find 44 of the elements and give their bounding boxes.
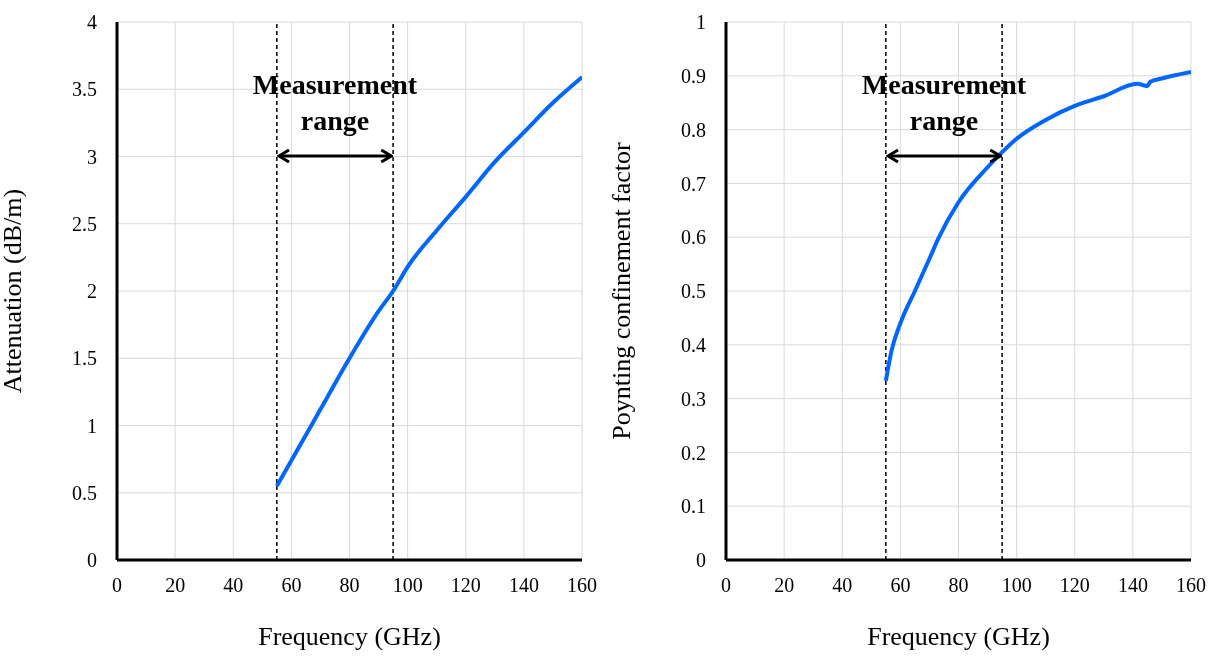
x-tick-label: 80	[339, 574, 360, 597]
x-tick-label: 40	[223, 574, 244, 597]
y-tick-label: 3	[87, 145, 97, 168]
x-tick-label: 20	[774, 574, 795, 597]
y-tick-label: 0.6	[681, 226, 706, 249]
y-tick-label: 1.5	[72, 347, 97, 370]
y-tick-label: 0	[696, 549, 706, 572]
x-axis-title: Frequency (GHz)	[867, 622, 1050, 651]
y-tick-label: 3.5	[72, 78, 97, 101]
x-tick-label: 100	[392, 574, 423, 597]
annotation: Measurement range	[860, 68, 1028, 138]
y-tick-label: 2	[87, 280, 97, 303]
x-tick-label: 160	[567, 574, 597, 597]
y-tick-label: 0.5	[681, 280, 706, 303]
y-tick-label: 0.3	[681, 387, 706, 410]
x-tick-label: 120	[1059, 574, 1090, 597]
y-tick-label: 0	[87, 549, 97, 572]
y-tick-label: 2.5	[72, 212, 97, 235]
y-tick-label: 0.1	[681, 495, 706, 518]
y-tick-label: 0.4	[681, 333, 706, 356]
y-tick-label: 0.7	[681, 172, 706, 195]
x-tick-label: 0	[721, 574, 731, 597]
x-tick-label: 60	[890, 574, 911, 597]
x-tick-label: 40	[832, 574, 853, 597]
x-tick-label: 0	[112, 574, 122, 597]
x-tick-label: 160	[1176, 574, 1206, 597]
y-axis-title: Poynting confinement factor	[607, 141, 637, 440]
y-tick-label: 1	[87, 414, 97, 437]
y-tick-label: 1	[696, 11, 706, 34]
y-axis-title: Attenuation (dB/m)	[0, 188, 28, 394]
x-tick-label: 100	[1001, 574, 1032, 597]
x-tick-label: 120	[450, 574, 481, 597]
y-tick-label: 0.8	[681, 118, 706, 141]
x-tick-label: 140	[508, 574, 539, 597]
x-tick-label: 140	[1117, 574, 1148, 597]
x-axis-title: Frequency (GHz)	[258, 622, 441, 651]
annotation: Measurement range	[251, 68, 419, 138]
x-tick-label: 60	[281, 574, 302, 597]
x-tick-label: 80	[948, 574, 969, 597]
y-tick-label: 0.9	[681, 64, 706, 87]
x-tick-label: 20	[165, 574, 186, 597]
y-tick-label: 4	[87, 11, 97, 34]
y-tick-label: 0.2	[681, 441, 706, 464]
y-tick-label: 0.5	[72, 481, 97, 504]
